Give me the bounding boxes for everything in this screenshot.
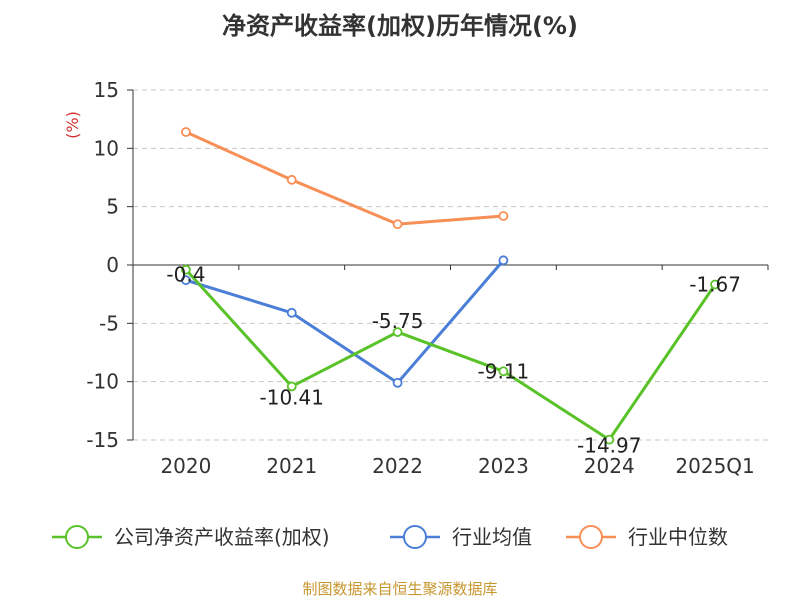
x-tick-label-1: 2021: [266, 454, 317, 478]
x-tick-labels: 2020 2021 2022 2023 2024 2025Q1: [160, 454, 754, 478]
data-labels: -0.4 -10.41 -5.75 -9.11 -14.97 -1.67: [166, 263, 741, 458]
y-tick-label-1: 10: [94, 136, 119, 160]
y-tick-label-5: -10: [86, 370, 119, 394]
series-line-1: [185, 259, 505, 385]
source-note: 制图数据来自恒生聚源数据库: [302, 580, 497, 598]
series-2-point-1: [286, 174, 297, 185]
y-tick-label-4: -5: [99, 311, 119, 335]
series-line-0: [184, 268, 717, 442]
series-0-point-5: [710, 279, 720, 290]
series-points: [181, 127, 720, 445]
series-1-point-2: [392, 377, 403, 388]
x-tick-label-4: 2024: [584, 454, 635, 478]
series-1-point-0: [181, 275, 191, 286]
data-label-1: -10.41: [260, 385, 324, 409]
data-label-4: -14.97: [577, 434, 641, 458]
x-tick-label-0: 2020: [160, 454, 211, 478]
y-axis-unit-label: (%): [63, 111, 82, 139]
data-label-5: -1.67: [689, 272, 741, 296]
series-0-point-1: [286, 381, 297, 392]
y-tick-label-3: 0: [106, 253, 119, 277]
series-line-2: [185, 130, 504, 226]
series-2-point-0: [181, 127, 191, 137]
y-tick-label-0: 15: [94, 78, 119, 102]
axes: [127, 89, 769, 441]
data-label-0: -0.4: [166, 263, 205, 287]
series-0-point-0: [181, 264, 191, 275]
chart-title: 净资产收益率(加权)历年情况(%): [222, 12, 578, 40]
series-1-point-3: [498, 255, 509, 266]
series-0-point-4: [604, 434, 615, 445]
y-tick-label-2: 5: [106, 195, 119, 219]
legend-label-2: 行业中位数: [628, 525, 728, 549]
legend-marker-0: [65, 525, 89, 549]
legend-marker-1: [403, 525, 427, 549]
series-0-point-2: [392, 327, 403, 337]
series-2-point-3: [498, 211, 509, 221]
series-2-point-2: [392, 219, 403, 230]
y-tick-label-6: -15: [86, 428, 119, 452]
series-0-point-3: [498, 366, 509, 377]
x-tick-label-5: 2025Q1: [675, 454, 754, 478]
x-tick-label-2: 2022: [372, 454, 423, 478]
legend-label-1: 行业均值: [452, 525, 532, 549]
data-label-2: -5.75: [372, 309, 424, 333]
data-label-3: -9.11: [478, 359, 530, 383]
legend: 公司净资产收益率(加权) 行业均值 行业中位数: [52, 525, 728, 549]
series-lines: [184, 130, 717, 442]
y-tick-labels: 15 10 5 0 -5 -10 -15: [86, 78, 119, 452]
x-tick-label-3: 2023: [478, 454, 529, 478]
series-1-point-1: [286, 307, 297, 318]
legend-marker-2: [579, 525, 603, 549]
legend-label-0: 公司净资产收益率(加权): [114, 525, 330, 549]
